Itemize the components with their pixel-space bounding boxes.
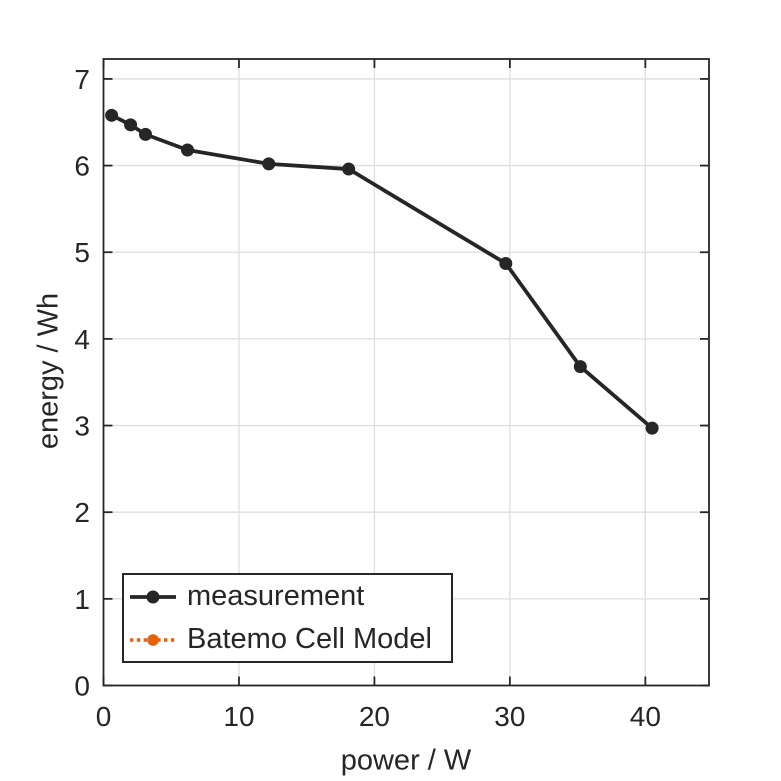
data-point	[645, 421, 659, 435]
y-tick-label: 7	[74, 64, 90, 95]
x-tick-label: 0	[96, 701, 112, 732]
x-axis-label: power / W	[340, 744, 472, 777]
data-point	[180, 143, 194, 157]
series-line-0	[109, 113, 655, 431]
legend-label-measurement: measurement	[187, 580, 365, 612]
y-tick-label: 3	[74, 411, 90, 442]
y-tick-label: 0	[74, 671, 90, 702]
data-point	[262, 157, 276, 171]
data-point	[138, 127, 152, 141]
legend-item-measurement: measurement	[124, 575, 451, 618]
y-tick-label: 5	[74, 237, 90, 268]
x-tick-label: 40	[630, 701, 661, 732]
data-point	[124, 118, 138, 132]
plot-border	[102, 58, 710, 687]
measurement-line-sample-icon	[130, 590, 176, 603]
legend: measurement Batemo Cell Model	[122, 573, 453, 663]
measurement-sample-marker	[146, 590, 160, 603]
data-point	[573, 360, 587, 374]
x-tick-label: 20	[359, 701, 390, 732]
legend-label-batemo-cell-model: Batemo Cell Model	[187, 623, 432, 655]
legend-item-batemo-cell-model: Batemo Cell Model	[124, 618, 451, 661]
y-axis-label: energy / Wh	[32, 292, 65, 450]
y-tick-label: 1	[74, 584, 90, 615]
data-point	[105, 108, 119, 122]
model-sample-marker	[147, 633, 159, 646]
x-tick-label: 10	[223, 701, 254, 732]
y-tick-label: 4	[74, 324, 90, 355]
x-tick-label: 30	[494, 701, 525, 732]
model-line-sample-icon	[130, 633, 176, 646]
y-tick-label: 2	[74, 497, 90, 528]
y-tick-label: 6	[74, 151, 90, 182]
data-point	[499, 257, 513, 271]
data-point	[342, 162, 356, 176]
